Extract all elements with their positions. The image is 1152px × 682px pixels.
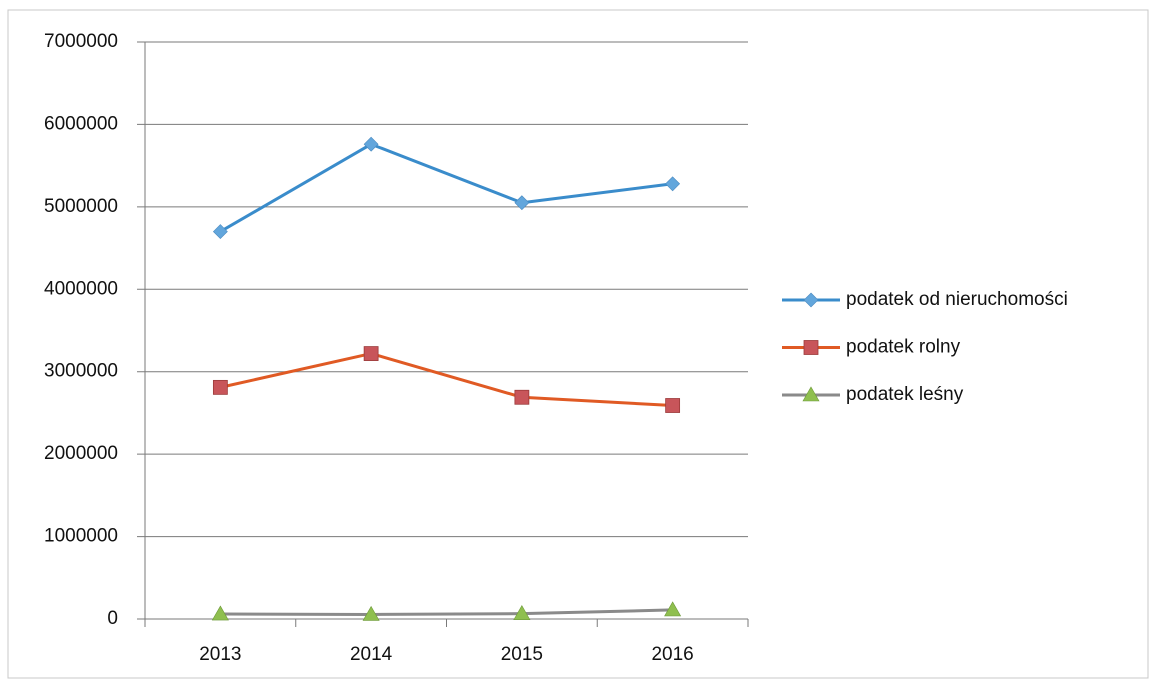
series-line	[220, 352, 673, 408]
y-tick-label: 1000000	[44, 526, 118, 547]
x-tick-label: 2014	[350, 644, 393, 665]
legend-marker	[802, 386, 820, 402]
data-point	[211, 605, 229, 621]
legend-label: podatek leśny	[846, 384, 964, 405]
data-point	[363, 136, 379, 152]
data-point	[514, 195, 530, 211]
legend-label: podatek od nieruchomości	[846, 289, 1068, 310]
data-point	[513, 605, 531, 620]
chart-frame	[7, 9, 1149, 679]
y-tick-label: 5000000	[44, 196, 118, 217]
data-point	[665, 176, 681, 192]
legend-label: podatek rolny	[846, 337, 961, 358]
y-tick-label: 2000000	[44, 443, 118, 464]
series-line	[220, 608, 673, 616]
data-point	[362, 605, 380, 621]
x-tick-label: 2013	[199, 644, 241, 665]
data-point	[665, 398, 681, 413]
x-tick-label: 2015	[501, 644, 543, 665]
y-tick-label: 3000000	[44, 361, 118, 382]
legend-marker	[803, 292, 819, 308]
data-point	[664, 601, 682, 617]
data-point	[363, 346, 379, 361]
data-point	[212, 379, 228, 395]
series-line	[219, 142, 673, 233]
data-point	[514, 389, 530, 405]
x-tick-label: 2016	[651, 644, 693, 665]
y-tick-label: 0	[107, 608, 118, 629]
y-tick-label: 7000000	[44, 31, 118, 52]
data-point	[212, 224, 228, 240]
legend-marker	[803, 340, 819, 355]
y-tick-label: 6000000	[44, 113, 118, 134]
y-tick-label: 4000000	[44, 278, 118, 299]
